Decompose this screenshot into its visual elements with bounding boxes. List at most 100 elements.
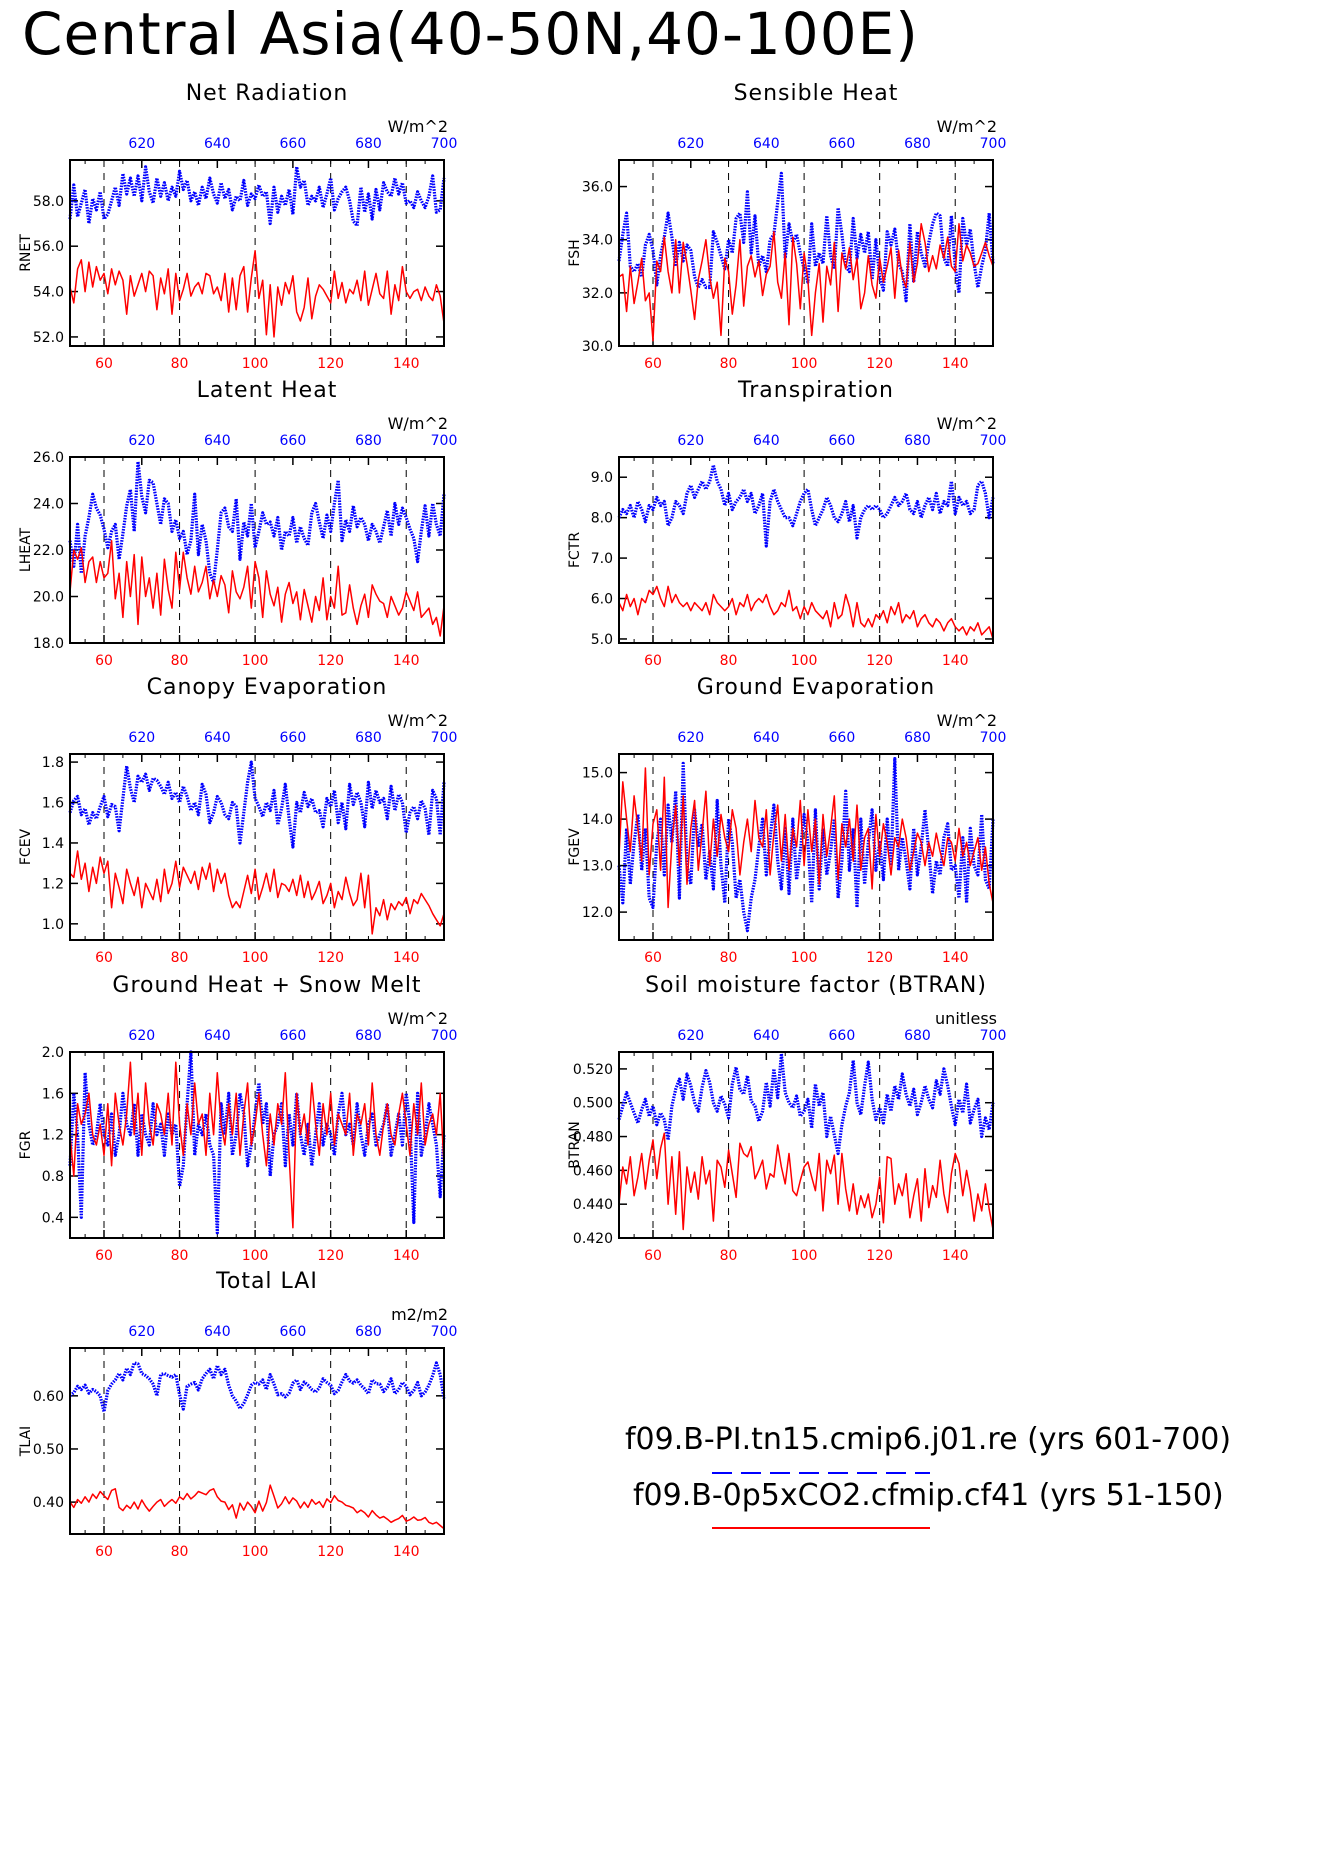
top-tick-label: 640 xyxy=(204,1324,231,1340)
x-tick-label: 60 xyxy=(95,653,113,669)
top-tick-label: 700 xyxy=(431,730,458,746)
top-tick-label: 620 xyxy=(128,433,155,449)
y-tick-label: 13.0 xyxy=(582,859,613,875)
top-tick-label: 660 xyxy=(280,136,307,152)
top-tick-label: 660 xyxy=(280,1028,307,1044)
chart-svg: Net Radiation W/m^2 RNET 60 80 100 120 140 620 64… xyxy=(18,81,457,372)
x-tick-label: 120 xyxy=(866,356,893,372)
chart-btran: Soil moisture factor (BTRAN) unitless BTRA… xyxy=(563,970,1083,1300)
top-tick-label: 640 xyxy=(204,136,231,152)
x-tick-label: 100 xyxy=(791,1248,818,1264)
units-label: unitless xyxy=(935,1009,997,1028)
x-tick-label: 140 xyxy=(393,356,420,372)
top-tick-label: 680 xyxy=(355,1324,382,1340)
chart-transpiration: Transpiration W/m^2 FCTR 60 80 100 120 140 620 64… xyxy=(563,375,1083,705)
experiment-series-line xyxy=(69,1061,445,1229)
y-tick-label: 54.0 xyxy=(33,285,64,301)
top-tick-label: 640 xyxy=(204,433,231,449)
units-label: m2/m2 xyxy=(391,1305,448,1324)
top-tick-label: 620 xyxy=(128,136,155,152)
y-tick-label: 0.520 xyxy=(573,1062,613,1078)
plot-frame xyxy=(618,456,994,644)
control-series-line xyxy=(68,760,446,849)
top-tick-label: 640 xyxy=(753,730,780,746)
top-tick-label: 680 xyxy=(904,433,931,449)
x-tick-label: 80 xyxy=(171,950,189,966)
top-tick-label: 640 xyxy=(204,1028,231,1044)
x-tick-label: 140 xyxy=(942,1248,969,1264)
x-tick-label: 100 xyxy=(242,950,269,966)
top-tick-label: 640 xyxy=(753,1028,780,1044)
x-tick-label: 100 xyxy=(242,356,269,372)
legend-experiment-swatch xyxy=(712,1527,930,1529)
x-tick-label: 100 xyxy=(242,1248,269,1264)
experiment-series-line xyxy=(618,1132,994,1231)
legend-experiment-label: f09.B-0p5xCO2.cfmip.cf41 (yrs 51-150) xyxy=(633,1478,1224,1513)
y-tick-label: 30.0 xyxy=(582,339,613,355)
y-tick-label: 1.0 xyxy=(42,917,64,933)
experiment-series-line xyxy=(618,223,994,342)
top-tick-label: 680 xyxy=(904,136,931,152)
experiment-series-line xyxy=(618,767,994,909)
y-axis-label: TLAI xyxy=(18,1426,34,1457)
x-tick-label: 60 xyxy=(95,1544,113,1560)
top-tick-label: 680 xyxy=(355,1028,382,1044)
plot-frame xyxy=(618,1051,994,1239)
top-tick-label: 660 xyxy=(280,730,307,746)
top-tick-label: 680 xyxy=(355,730,382,746)
x-tick-label: 140 xyxy=(942,950,969,966)
chart-title: Ground Evaporation xyxy=(697,675,935,700)
top-tick-label: 700 xyxy=(431,1324,458,1340)
control-series-line xyxy=(68,459,446,585)
units-label: W/m^2 xyxy=(388,414,448,433)
y-tick-label: 0.4 xyxy=(42,1210,64,1226)
plot-frame xyxy=(618,159,994,347)
x-tick-label: 60 xyxy=(95,356,113,372)
plot-frame xyxy=(69,456,445,644)
x-tick-label: 80 xyxy=(720,950,738,966)
top-tick-label: 620 xyxy=(128,1028,155,1044)
chart-total-lai: Total LAI m2/m2 TLAI 60 80 100 120 140 620 640 660… xyxy=(14,1266,534,1596)
chart-latent-heat: Latent Heat W/m^2 LHEAT 60 80 100 120 140 620 640… xyxy=(14,375,534,705)
x-tick-label: 100 xyxy=(791,653,818,669)
top-tick-label: 700 xyxy=(980,433,1007,449)
top-tick-label: 640 xyxy=(204,730,231,746)
x-tick-label: 140 xyxy=(393,950,420,966)
y-tick-label: 18.0 xyxy=(33,636,64,652)
plot-frame xyxy=(69,753,445,941)
top-tick-label: 620 xyxy=(677,433,704,449)
top-tick-label: 680 xyxy=(355,433,382,449)
top-tick-label: 660 xyxy=(829,433,856,449)
y-tick-label: 24.0 xyxy=(33,497,64,513)
x-tick-label: 80 xyxy=(720,653,738,669)
control-series-line xyxy=(68,1361,446,1414)
x-tick-label: 140 xyxy=(393,1248,420,1264)
x-tick-label: 60 xyxy=(644,356,662,372)
y-tick-label: 52.0 xyxy=(33,330,64,346)
experiment-series-line xyxy=(618,585,994,640)
experiment-series-line xyxy=(69,249,445,338)
legend-control-swatch xyxy=(712,1472,930,1474)
y-tick-label: 8.0 xyxy=(591,511,613,527)
y-axis-label: FSH xyxy=(567,239,583,266)
top-tick-label: 680 xyxy=(904,730,931,746)
y-tick-label: 58.0 xyxy=(33,194,64,210)
y-axis-label: BTRAN xyxy=(567,1121,583,1168)
y-tick-label: 0.460 xyxy=(573,1163,613,1179)
x-tick-label: 140 xyxy=(942,653,969,669)
plot-frame xyxy=(69,1051,445,1239)
x-tick-label: 60 xyxy=(95,950,113,966)
y-tick-label: 6.0 xyxy=(591,592,613,608)
y-tick-label: 0.420 xyxy=(573,1231,613,1247)
y-axis-label: FCTR xyxy=(567,532,583,568)
x-tick-label: 120 xyxy=(317,653,344,669)
chart-svg: Total LAI m2/m2 TLAI 60 80 100 120 140 620 640 660… xyxy=(18,1269,458,1560)
top-tick-label: 680 xyxy=(904,1028,931,1044)
y-tick-label: 1.4 xyxy=(42,836,64,852)
x-tick-label: 60 xyxy=(644,1248,662,1264)
chart-ground-evaporation: Ground Evaporation W/m^2 FGEV 60 80 100 120 140… xyxy=(563,672,1083,1002)
chart-title: Soil moisture factor (BTRAN) xyxy=(645,973,987,998)
units-label: W/m^2 xyxy=(388,117,448,136)
y-tick-label: 0.50 xyxy=(33,1442,64,1458)
